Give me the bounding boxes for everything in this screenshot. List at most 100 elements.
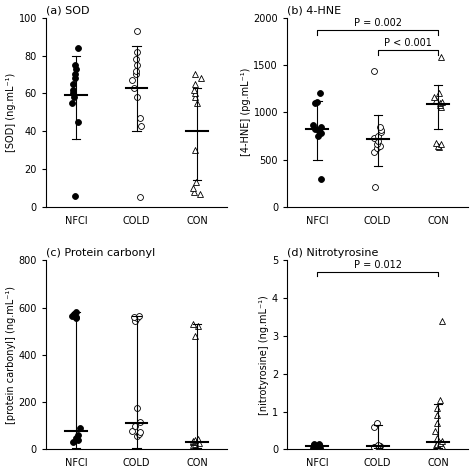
Point bbox=[191, 438, 198, 446]
Point bbox=[315, 128, 323, 135]
Point bbox=[73, 313, 80, 321]
Point bbox=[435, 143, 442, 150]
Point bbox=[191, 93, 199, 101]
Point bbox=[191, 90, 199, 97]
Point bbox=[190, 86, 198, 93]
Text: P < 0.001: P < 0.001 bbox=[384, 38, 432, 48]
Point bbox=[314, 132, 321, 140]
Point bbox=[373, 419, 380, 427]
Point bbox=[136, 428, 144, 436]
Point bbox=[72, 71, 79, 78]
Point bbox=[310, 121, 317, 128]
Point bbox=[372, 444, 380, 452]
Point bbox=[137, 419, 144, 426]
Point bbox=[313, 443, 321, 450]
Y-axis label: [protein carbonyl] (ng.mL⁻¹): [protein carbonyl] (ng.mL⁻¹) bbox=[6, 286, 16, 424]
Y-axis label: [nitrotyrosine] (ng.mL⁻¹): [nitrotyrosine] (ng.mL⁻¹) bbox=[259, 295, 269, 415]
Point bbox=[374, 137, 382, 145]
Point bbox=[438, 141, 445, 148]
Point bbox=[190, 184, 197, 192]
Point bbox=[131, 317, 139, 324]
Point bbox=[190, 320, 197, 328]
Point bbox=[72, 191, 79, 199]
Point bbox=[133, 27, 141, 35]
Point bbox=[311, 442, 319, 449]
Point bbox=[438, 317, 446, 325]
Point bbox=[438, 442, 446, 450]
Point bbox=[136, 312, 143, 319]
Point bbox=[74, 118, 82, 126]
Point bbox=[316, 90, 323, 97]
Point bbox=[133, 48, 141, 55]
Point bbox=[195, 439, 203, 447]
Point bbox=[72, 434, 79, 441]
Point bbox=[371, 67, 378, 74]
Point bbox=[72, 61, 79, 69]
Point bbox=[70, 310, 78, 318]
Point bbox=[436, 443, 444, 451]
Point bbox=[375, 442, 383, 450]
Point bbox=[69, 438, 76, 446]
Point bbox=[436, 99, 443, 107]
Point bbox=[378, 128, 385, 136]
Point bbox=[133, 314, 141, 322]
Text: (c) Protein carbonyl: (c) Protein carbonyl bbox=[46, 248, 155, 258]
Point bbox=[430, 93, 438, 101]
Point bbox=[438, 98, 446, 106]
Point bbox=[193, 99, 201, 107]
Point bbox=[432, 96, 440, 104]
Point bbox=[433, 404, 441, 411]
Point bbox=[438, 103, 445, 110]
Point bbox=[192, 179, 200, 186]
Point bbox=[376, 443, 384, 450]
Point bbox=[71, 93, 78, 101]
Point bbox=[73, 65, 80, 73]
Point bbox=[310, 441, 318, 448]
Point bbox=[311, 442, 319, 450]
Point bbox=[69, 86, 76, 93]
Point bbox=[133, 55, 140, 63]
Point bbox=[130, 84, 138, 91]
Point bbox=[377, 127, 384, 134]
Point bbox=[433, 434, 440, 442]
Point bbox=[436, 90, 443, 97]
Point bbox=[318, 124, 325, 131]
Point bbox=[370, 134, 377, 142]
Point bbox=[373, 141, 381, 148]
Point bbox=[132, 71, 140, 78]
Point bbox=[70, 80, 77, 88]
Point bbox=[71, 74, 79, 82]
Point bbox=[374, 444, 382, 451]
Point bbox=[128, 76, 136, 84]
Point bbox=[370, 423, 378, 430]
Point bbox=[191, 440, 199, 447]
Point bbox=[311, 99, 319, 107]
Y-axis label: [4-HNE] (pg.mL⁻¹): [4-HNE] (pg.mL⁻¹) bbox=[241, 68, 251, 156]
Point bbox=[371, 443, 379, 451]
Point bbox=[191, 146, 199, 154]
Point bbox=[374, 145, 381, 152]
Point bbox=[433, 440, 441, 447]
Point bbox=[132, 67, 139, 74]
Point bbox=[316, 443, 323, 451]
Text: (a) SOD: (a) SOD bbox=[46, 6, 90, 16]
Point bbox=[318, 176, 325, 183]
Point bbox=[437, 101, 444, 109]
Point bbox=[436, 144, 443, 151]
Point bbox=[137, 122, 144, 129]
Point bbox=[133, 93, 141, 101]
Y-axis label: [SOD] (ng.mL⁻¹): [SOD] (ng.mL⁻¹) bbox=[6, 73, 16, 152]
Point bbox=[376, 124, 383, 131]
Point bbox=[73, 314, 80, 322]
Point bbox=[136, 193, 144, 201]
Text: P = 0.002: P = 0.002 bbox=[354, 18, 402, 28]
Point bbox=[69, 312, 76, 319]
Point bbox=[133, 433, 140, 440]
Point bbox=[371, 183, 379, 191]
Point bbox=[310, 441, 318, 449]
Point bbox=[318, 129, 325, 137]
Point bbox=[196, 190, 204, 197]
Point bbox=[374, 441, 382, 449]
Point bbox=[436, 396, 444, 404]
Point bbox=[128, 427, 136, 434]
